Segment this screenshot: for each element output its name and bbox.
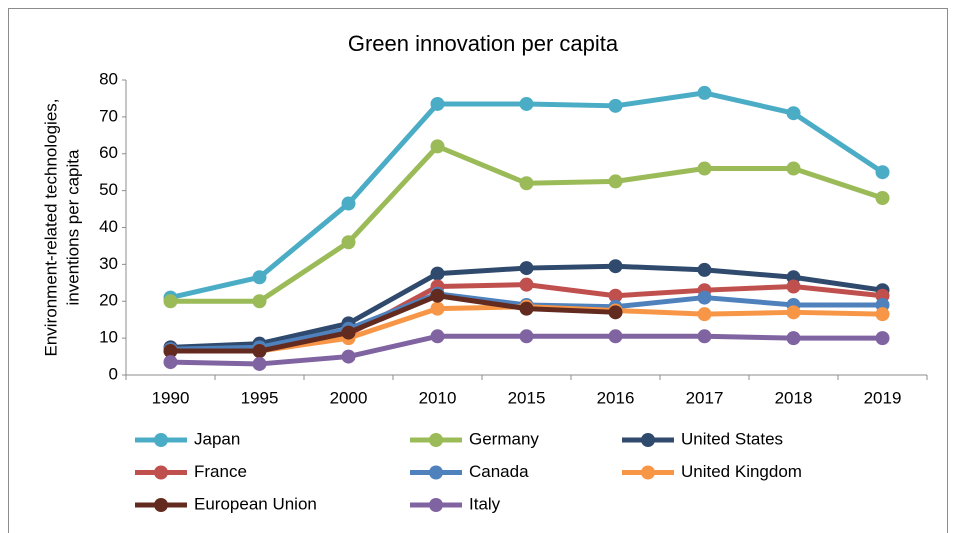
data-point bbox=[608, 305, 623, 320]
legend-marker bbox=[154, 465, 168, 480]
data-point bbox=[608, 174, 623, 189]
series-line bbox=[170, 293, 616, 354]
legend-marker bbox=[429, 465, 443, 480]
data-point bbox=[786, 331, 801, 346]
data-point bbox=[786, 161, 801, 176]
legend-label: United Kingdom bbox=[681, 462, 802, 481]
data-point bbox=[875, 191, 890, 205]
data-point bbox=[608, 259, 623, 274]
x-tick-label: 2019 bbox=[864, 388, 902, 407]
data-point bbox=[519, 176, 534, 191]
x-tick-label: 2018 bbox=[775, 388, 813, 407]
legend-label: United States bbox=[681, 429, 783, 448]
x-tick-label: 2000 bbox=[330, 388, 368, 407]
data-point bbox=[252, 270, 267, 285]
data-point bbox=[786, 305, 801, 320]
data-point bbox=[163, 355, 178, 370]
data-point bbox=[608, 98, 623, 113]
data-point bbox=[430, 96, 445, 111]
x-tick-label: 2017 bbox=[686, 388, 724, 407]
legend-label: Germany bbox=[469, 429, 539, 448]
data-point bbox=[430, 301, 445, 316]
chart-title: Green innovation per capita bbox=[348, 31, 619, 56]
data-point bbox=[252, 294, 267, 309]
data-point bbox=[252, 344, 267, 359]
data-point bbox=[430, 329, 445, 344]
y-tick-label: 50 bbox=[99, 180, 118, 199]
data-point bbox=[697, 262, 712, 277]
y-axis-label: inventions per capita bbox=[63, 149, 82, 305]
legend-label: Japan bbox=[194, 429, 240, 448]
data-point bbox=[875, 165, 890, 180]
legend-label: European Union bbox=[194, 494, 317, 513]
y-tick-label: 0 bbox=[109, 364, 118, 383]
legend-label: Canada bbox=[469, 462, 529, 481]
legend-label: France bbox=[194, 462, 247, 481]
data-point bbox=[163, 344, 178, 359]
data-point bbox=[875, 331, 890, 346]
data-point bbox=[163, 294, 178, 309]
data-point bbox=[786, 279, 801, 294]
data-point bbox=[697, 329, 712, 344]
x-tick-label: 2015 bbox=[508, 388, 546, 407]
x-tick-label: 2010 bbox=[419, 388, 457, 407]
y-tick-label: 10 bbox=[99, 328, 118, 347]
data-point bbox=[608, 288, 623, 303]
legend-marker bbox=[154, 433, 168, 447]
data-point bbox=[519, 277, 534, 292]
y-tick-label: 80 bbox=[99, 69, 118, 88]
data-point bbox=[430, 288, 445, 303]
data-point bbox=[875, 307, 890, 322]
data-point bbox=[786, 106, 801, 121]
data-point bbox=[697, 161, 712, 176]
data-point bbox=[697, 290, 712, 305]
data-point bbox=[430, 139, 445, 154]
x-tick-label: 1990 bbox=[152, 388, 190, 407]
data-point bbox=[608, 329, 623, 344]
data-point bbox=[697, 307, 712, 322]
data-point bbox=[341, 235, 356, 250]
data-point bbox=[519, 301, 534, 316]
data-point bbox=[430, 266, 445, 281]
data-point bbox=[341, 196, 356, 211]
legend-marker bbox=[641, 465, 655, 480]
legend-marker bbox=[641, 433, 655, 447]
y-tick-label: 40 bbox=[99, 217, 118, 236]
y-tick-label: 60 bbox=[99, 143, 118, 162]
x-tick-label: 2016 bbox=[597, 388, 635, 407]
data-point bbox=[252, 356, 267, 371]
x-tick-label: 1995 bbox=[241, 388, 279, 407]
data-point bbox=[519, 261, 534, 276]
data-point bbox=[519, 96, 534, 111]
legend-marker bbox=[154, 498, 168, 512]
y-tick-label: 20 bbox=[99, 291, 118, 310]
y-axis-label: Environment-related technologies, bbox=[41, 99, 60, 357]
data-point bbox=[519, 329, 534, 344]
data-point bbox=[341, 349, 356, 364]
legend-marker bbox=[429, 498, 443, 512]
legend-label: Italy bbox=[469, 494, 501, 513]
data-point bbox=[341, 325, 356, 340]
y-tick-label: 30 bbox=[99, 254, 118, 273]
data-point bbox=[697, 85, 712, 100]
y-tick-label: 70 bbox=[99, 106, 118, 125]
legend-marker bbox=[429, 433, 443, 447]
